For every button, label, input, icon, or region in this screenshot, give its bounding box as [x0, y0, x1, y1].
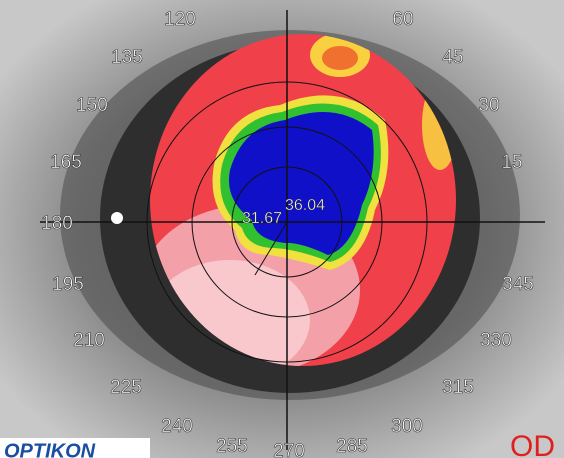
angle-label: 30	[478, 95, 499, 116]
angle-label: 15	[501, 152, 522, 173]
angle-label: 345	[502, 274, 534, 295]
angle-label: 300	[391, 416, 423, 437]
angle-label: 45	[442, 47, 463, 68]
angle-label: 285	[336, 436, 368, 457]
topography-view: 120 60 135 45 150 30 165 15 180 195 345 …	[0, 0, 564, 458]
angle-label: 165	[50, 152, 82, 173]
angle-label: 225	[110, 377, 142, 398]
angle-label: 135	[111, 47, 143, 68]
angle-label: 210	[73, 330, 105, 351]
reading: 31.67	[242, 210, 282, 227]
angle-label: 240	[161, 416, 193, 437]
angle-label: 315	[442, 377, 474, 398]
angle-label: 150	[76, 95, 108, 116]
angle-label: 120	[164, 9, 196, 30]
angle-label: 60	[392, 9, 413, 30]
angle-label: 180	[41, 213, 73, 234]
angle-label: 270	[273, 441, 305, 458]
angle-label: 255	[216, 436, 248, 457]
reading: 36.04	[285, 197, 325, 214]
angle-label: 330	[480, 330, 512, 351]
reflection	[111, 212, 123, 224]
brand-logo: OPTIKON	[4, 440, 96, 458]
eye-label: OD	[510, 430, 555, 458]
angle-label: 195	[52, 274, 84, 295]
